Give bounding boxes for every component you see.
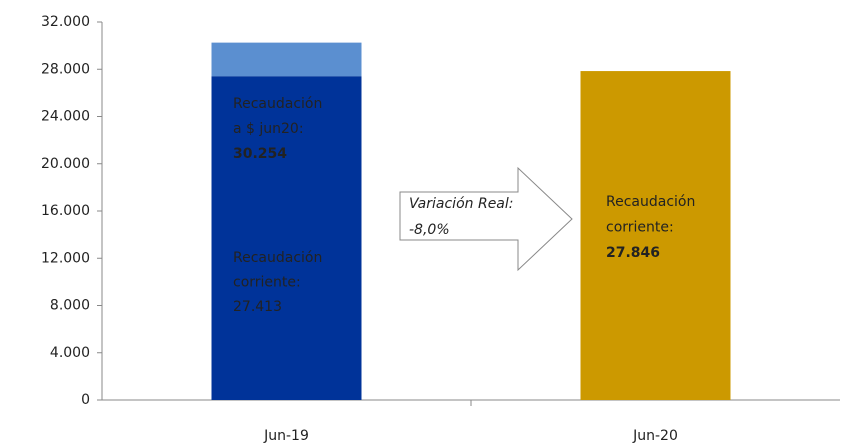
x-tick-label: Jun-20 — [632, 428, 678, 444]
bar-segment — [580, 71, 731, 400]
y-tick-label: 0 — [81, 392, 90, 408]
annotation-value: 30.254 — [233, 146, 287, 162]
value-label: 27.846 — [606, 245, 660, 261]
bar-segment — [211, 76, 362, 401]
value-label: 27.413 — [233, 299, 282, 315]
y-tick-label: 4.000 — [50, 345, 90, 361]
bar-segment — [211, 42, 362, 77]
y-tick-label: 24.000 — [41, 109, 90, 125]
y-tick-label: 32.000 — [41, 14, 90, 30]
bar-label: corriente: — [606, 220, 674, 236]
y-tick-label: 8.000 — [50, 298, 90, 314]
annotation-line: a $ jun20: — [233, 121, 304, 137]
bar-label: Recaudación — [606, 194, 695, 210]
annotation-line: Variación Real: — [409, 196, 514, 212]
x-tick-label: Jun-19 — [263, 428, 309, 444]
y-tick-label: 16.000 — [41, 203, 90, 219]
annotation-line: Recaudación — [233, 96, 322, 112]
arrow — [399, 166, 573, 272]
y-tick-label: 20.000 — [41, 156, 90, 172]
bar-label: corriente: — [233, 275, 301, 291]
bar-label: Recaudación — [233, 250, 322, 266]
annotation-value: -8,0% — [409, 222, 450, 238]
y-tick-label: 28.000 — [41, 61, 90, 77]
y-tick-label: 12.000 — [41, 250, 90, 266]
